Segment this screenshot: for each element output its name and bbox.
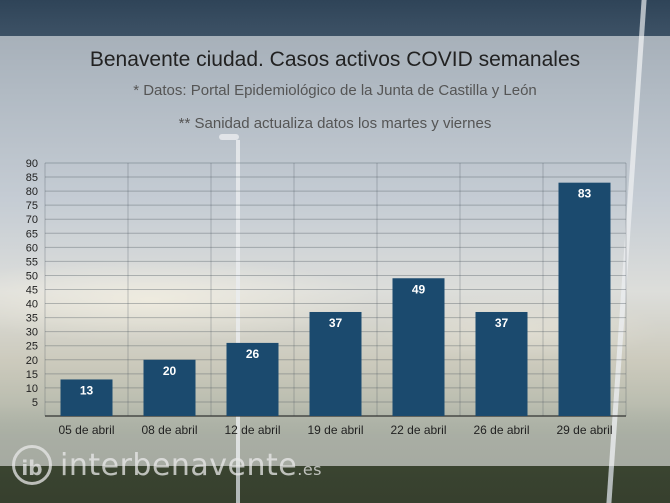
chart-title: Benavente ciudad. Casos activos COVID se… xyxy=(89,48,581,71)
bar xyxy=(392,278,445,416)
y-tick-label: 20 xyxy=(26,355,38,367)
bar-value-label: 13 xyxy=(80,383,94,397)
bar-value-label: 37 xyxy=(495,316,509,330)
brand-logo: ib xyxy=(12,445,52,485)
bar xyxy=(309,311,362,416)
x-tick-label: 19 de abril xyxy=(307,423,363,437)
y-tick-label: 80 xyxy=(26,186,38,198)
y-tick-label: 55 xyxy=(26,256,38,268)
y-tick-label: 70 xyxy=(26,214,38,226)
y-tick-label: 25 xyxy=(26,341,38,353)
y-tick-label: 75 xyxy=(26,200,38,212)
bar xyxy=(60,379,113,416)
y-tick-label: 40 xyxy=(26,299,38,311)
y-tick-label: 5 xyxy=(32,397,38,409)
x-tick-label: 12 de abril xyxy=(224,423,280,437)
bar-value-label: 49 xyxy=(412,282,426,296)
watermark: ib interbenavente.es xyxy=(12,442,322,488)
bar xyxy=(226,342,279,416)
chart-note: ** Sanidad actualiza datos los martes y … xyxy=(178,115,492,132)
y-tick-label: 60 xyxy=(26,242,38,254)
x-tick-label: 22 de abril xyxy=(390,423,446,437)
y-tick-label: 35 xyxy=(26,313,38,325)
y-tick-label: 85 xyxy=(26,172,38,184)
bar-value-label: 37 xyxy=(329,316,343,330)
y-tick-label: 10 xyxy=(26,383,38,395)
y-tick-label: 65 xyxy=(26,228,38,240)
y-tick-label: 50 xyxy=(26,270,38,282)
bar xyxy=(558,182,611,416)
bar-value-label: 20 xyxy=(163,364,177,378)
bar xyxy=(475,311,528,416)
bar-value-label: 26 xyxy=(246,347,260,361)
y-tick-label: 15 xyxy=(26,369,38,381)
y-tick-label: 30 xyxy=(26,327,38,339)
bar xyxy=(143,359,196,416)
chart-subtitle: * Datos: Portal Epidemiológico de la Jun… xyxy=(133,82,537,99)
brand-name-text: interbenavente xyxy=(60,447,298,483)
y-tick-label: 90 xyxy=(26,158,38,170)
x-tick-label: 29 de abril xyxy=(556,423,612,437)
x-tick-label: 26 de abril xyxy=(473,423,529,437)
bar-value-label: 83 xyxy=(578,187,592,201)
brand-tld: .es xyxy=(297,459,323,479)
x-tick-label: 08 de abril xyxy=(141,423,197,437)
brand-name: interbenavente.es xyxy=(60,448,322,483)
y-tick-label: 45 xyxy=(26,285,38,297)
x-tick-label: 05 de abril xyxy=(58,423,114,437)
